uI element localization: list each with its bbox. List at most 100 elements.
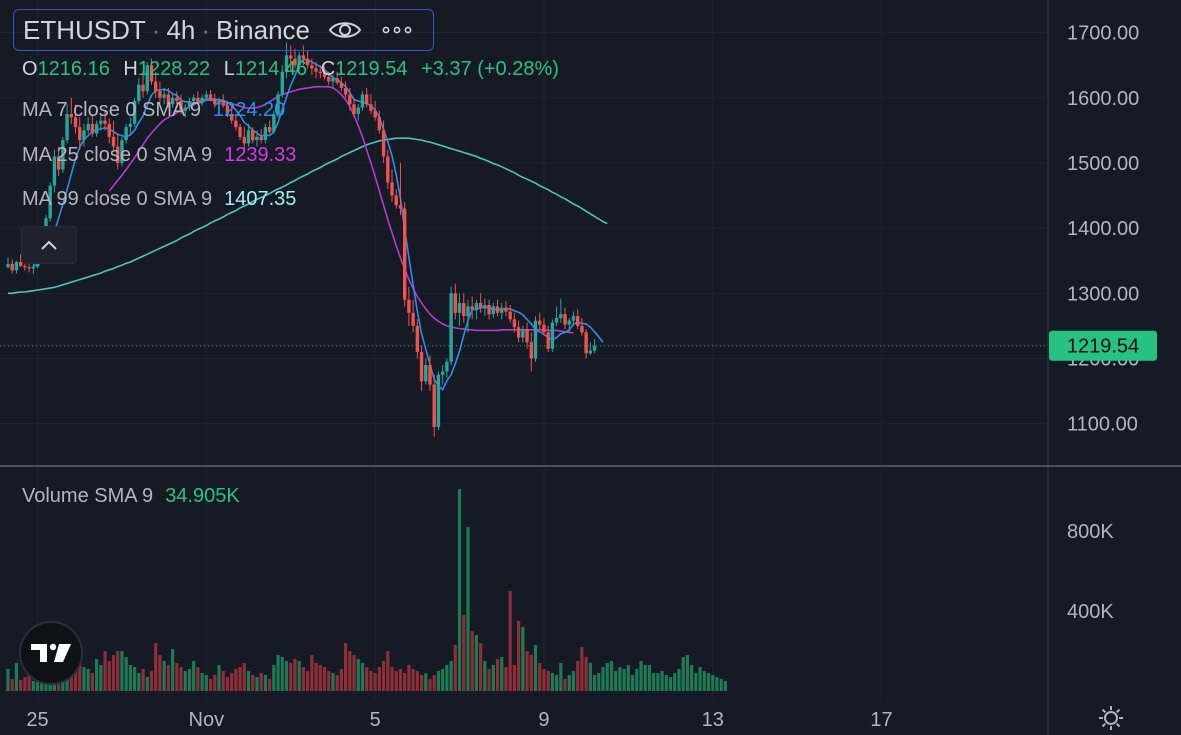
volume-bar: [601, 667, 605, 691]
volume-bar: [6, 669, 10, 691]
candle-body: [255, 136, 259, 141]
time-tick-label: Nov: [189, 709, 225, 731]
more-icon[interactable]: [380, 25, 414, 35]
volume-bar: [192, 661, 196, 691]
volume-bar: [512, 665, 516, 691]
symbol-selector[interactable]: ETHUSDT · 4h · Binance: [13, 9, 434, 51]
candle-body: [335, 78, 339, 83]
candle-body: [14, 262, 19, 271]
candle-body: [78, 127, 82, 141]
volume-bar: [592, 675, 597, 691]
indicator-legend-ma25[interactable]: MA 25 close 0 SMA 9 1239.33: [22, 144, 296, 167]
candle-body: [381, 130, 386, 157]
candle-body: [293, 58, 297, 66]
candle-body: [263, 127, 268, 141]
volume-bar: [424, 673, 428, 691]
time-tick-label: 25: [26, 709, 48, 731]
volume-bar: [715, 677, 719, 691]
candle-body: [162, 94, 166, 98]
volume-bar: [457, 489, 462, 691]
volume-bar: [187, 669, 192, 691]
time-tick-label: 5: [370, 709, 381, 731]
candle-body: [436, 374, 441, 427]
candle-body: [440, 371, 445, 375]
settings-icon[interactable]: [1097, 704, 1125, 732]
candle-body: [576, 316, 580, 326]
indicator-legend-ma99[interactable]: MA 99 close 0 SMA 9 1407.35: [22, 188, 296, 211]
volume-bar: [635, 669, 639, 691]
volume-legend[interactable]: Volume SMA 9 34.905K: [22, 485, 240, 508]
volume-bar: [365, 667, 369, 691]
candle-body: [170, 97, 175, 105]
volume-bar: [470, 631, 474, 691]
candle-body: [567, 320, 571, 325]
candle-body: [314, 68, 318, 72]
candle-body: [200, 97, 204, 103]
volume-bar: [297, 661, 301, 691]
candle-body: [272, 114, 276, 132]
candle-body: [107, 123, 111, 137]
volume-bar: [82, 667, 86, 691]
volume-bar: [428, 679, 432, 691]
volume-bar: [664, 675, 668, 691]
volume-bar: [491, 665, 495, 691]
change-value: +3.37 (+0.28%): [421, 58, 559, 80]
tradingview-logo[interactable]: [19, 621, 83, 685]
volume-bar: [479, 643, 483, 691]
volume-bar: [597, 673, 601, 691]
candle-body: [132, 101, 137, 124]
volume-bar: [571, 671, 576, 691]
volume-bar: [441, 669, 445, 691]
volume-bar: [356, 659, 360, 691]
candle-body: [280, 71, 284, 95]
volume-bar: [605, 663, 609, 691]
time-tick-label: 17: [870, 709, 892, 731]
volume-bar: [221, 671, 225, 691]
volume-bar: [246, 671, 251, 691]
volume-bar: [179, 667, 183, 691]
candle-body: [124, 127, 128, 141]
volume-bar: [137, 673, 141, 691]
eye-icon[interactable]: [328, 19, 362, 41]
indicator-legend-ma7[interactable]: MA 7 close 0 SMA 9 1224.20: [22, 99, 285, 122]
volume-bar: [673, 673, 677, 691]
candle-body: [504, 307, 508, 312]
volume-tick-label: 400K: [1067, 601, 1114, 623]
candle-body: [495, 306, 500, 313]
candle-body: [550, 322, 555, 349]
candle-body: [289, 55, 293, 59]
ma7-path: [33, 58, 604, 392]
candle-body: [6, 263, 10, 268]
volume-bar: [500, 657, 504, 691]
close-label: C: [320, 58, 336, 80]
volume-bar: [690, 665, 694, 691]
volume-bar: [339, 669, 343, 691]
volume-bar: [381, 661, 386, 691]
volume-bar: [525, 651, 529, 691]
volume-axis[interactable]: 400K 800K: [1067, 521, 1114, 623]
candle-body: [137, 84, 141, 102]
volume-bar: [103, 651, 107, 691]
candle-body: [386, 156, 390, 183]
candle-body: [238, 127, 242, 137]
candle-body: [360, 94, 365, 108]
collapse-legend-button[interactable]: [21, 226, 77, 264]
volume-bar: [145, 677, 149, 691]
candle-body: [86, 123, 90, 131]
volume-bar: [141, 669, 145, 691]
volume-bar: [538, 663, 542, 691]
volume-bar: [107, 661, 111, 691]
candle-body: [251, 130, 255, 141]
candle-body: [470, 306, 474, 310]
volume-bar: [306, 671, 310, 691]
last-price-label: 1219.54: [1049, 330, 1157, 361]
candle-body: [217, 101, 221, 105]
candle-body: [365, 94, 369, 105]
volume-bar: [656, 673, 660, 691]
candle-body: [128, 123, 133, 128]
volume-bar: [314, 663, 318, 691]
ma99-path: [8, 137, 608, 295]
time-axis[interactable]: 25 Nov 5 9 13 17: [26, 709, 892, 731]
volume-bar: [588, 663, 592, 691]
